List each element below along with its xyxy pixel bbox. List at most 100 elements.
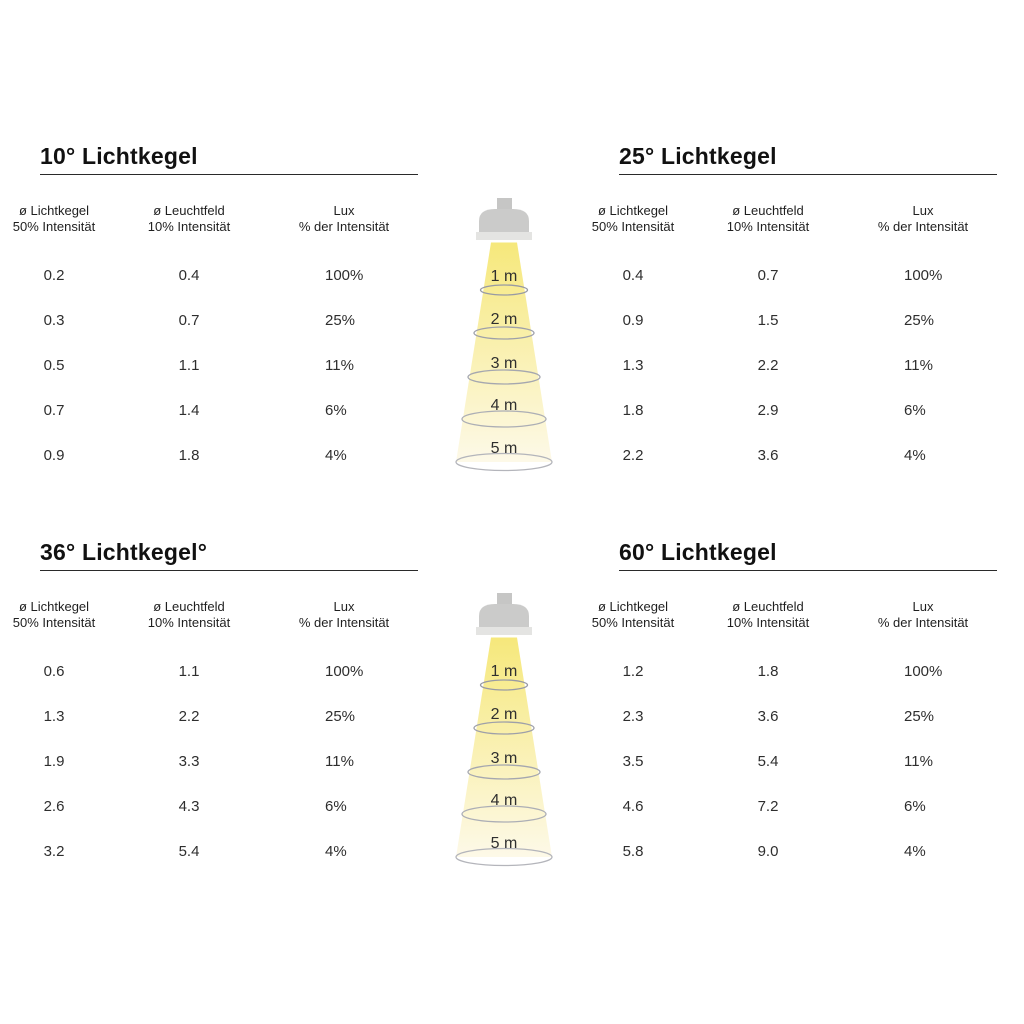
distance-ellipse-5m: [455, 452, 553, 472]
table-row: 1.2 1.8 100%: [579, 649, 997, 694]
cell-lux: 11%: [325, 753, 354, 770]
cell-lux: 11%: [904, 753, 933, 770]
cell-lichtkegel: 1.3: [43, 708, 65, 725]
cell-leuchtfeld: 3.6: [757, 447, 779, 464]
distance-label-4m: 4 m: [491, 397, 518, 414]
cell-lux: 6%: [904, 798, 926, 815]
light-cone: [456, 242, 552, 462]
distance-label-2m: 2 m: [491, 311, 518, 328]
table-row: 0.6 1.1 100%: [0, 649, 418, 694]
cell-lux: 11%: [904, 357, 933, 374]
cell-leuchtfeld: 0.7: [178, 312, 200, 329]
cell-lux: 25%: [904, 312, 935, 329]
column-header-lux: Lux % der Intensität: [877, 599, 969, 630]
cell-lichtkegel: 1.9: [43, 753, 65, 770]
section-title: 25° Lichtkegel: [619, 145, 997, 175]
cell-leuchtfeld: 9.0: [757, 843, 779, 860]
cell-lichtkegel: 2.3: [622, 708, 644, 725]
cell-lichtkegel: 0.7: [43, 402, 65, 419]
cell-lux: 4%: [325, 447, 347, 464]
lamp-stem: [497, 198, 512, 210]
table-row: 0.5 1.1 11%: [0, 343, 418, 388]
cell-lichtkegel: 3.5: [622, 753, 644, 770]
cell-lux: 6%: [325, 798, 347, 815]
spotlight-cone-diagram: 1 m 2 m 3 m 4 m 5 m: [455, 198, 553, 472]
cell-leuchtfeld: 0.4: [178, 267, 200, 284]
table-row: 2.3 3.6 25%: [579, 694, 997, 739]
cell-lichtkegel: 2.2: [622, 447, 644, 464]
cell-leuchtfeld: 1.1: [178, 357, 200, 374]
cell-lichtkegel: 0.5: [43, 357, 65, 374]
cell-lichtkegel: 3.2: [43, 843, 65, 860]
table-row: 1.3 2.2 11%: [579, 343, 997, 388]
distance-ellipse-1m: [479, 284, 529, 296]
cell-lux: 6%: [904, 402, 926, 419]
table-row: 5.8 9.0 4%: [579, 829, 997, 874]
cell-lichtkegel: 0.4: [622, 267, 644, 284]
cell-lichtkegel: 0.6: [43, 663, 65, 680]
cell-lux: 100%: [325, 663, 364, 680]
distance-label-5m: 5 m: [491, 835, 518, 852]
lamp-rim: [476, 627, 532, 635]
table-body: 1.2 1.8 100% 2.3 3.6 25% 3.5 5.4 11% 4.6…: [579, 649, 997, 874]
cell-lux: 100%: [904, 663, 943, 680]
cell-leuchtfeld: 7.2: [757, 798, 779, 815]
distance-label-5m: 5 m: [491, 440, 518, 457]
table-row: 0.2 0.4 100%: [0, 253, 418, 298]
cell-lux: 4%: [904, 843, 926, 860]
cell-lichtkegel: 5.8: [622, 843, 644, 860]
distance-label-1m: 1 m: [491, 268, 518, 285]
column-header-lichtkegel: ø Lichtkegel 50% Intensität: [591, 203, 675, 234]
cell-lichtkegel: 2.6: [43, 798, 65, 815]
cell-lux: 6%: [325, 402, 347, 419]
table-row: 0.7 1.4 6%: [0, 388, 418, 433]
column-header-lux: Lux % der Intensität: [877, 203, 969, 234]
section-60deg-lichtkegel: 60° Lichtkegel ø Lichtkegel 50% Intensit…: [579, 541, 997, 891]
cell-lux: 25%: [325, 312, 356, 329]
cell-lichtkegel: 4.6: [622, 798, 644, 815]
table-row: 0.9 1.5 25%: [579, 298, 997, 343]
table-row: 3.5 5.4 11%: [579, 739, 997, 784]
cell-lichtkegel: 0.9: [622, 312, 644, 329]
distance-label-2m: 2 m: [491, 706, 518, 723]
section-title: 36° Lichtkegel°: [40, 541, 418, 571]
table-row: 2.2 3.6 4%: [579, 433, 997, 478]
lamp-rim: [476, 232, 532, 240]
column-header-leuchtfeld: ø Leuchtfeld 10% Intensität: [726, 203, 810, 234]
cell-leuchtfeld: 1.1: [178, 663, 200, 680]
cell-leuchtfeld: 1.8: [757, 663, 779, 680]
cell-leuchtfeld: 5.4: [757, 753, 779, 770]
distance-label-3m: 3 m: [491, 750, 518, 767]
column-header-leuchtfeld: ø Leuchtfeld 10% Intensität: [147, 203, 231, 234]
cell-lichtkegel: 1.2: [622, 663, 644, 680]
section-title: 10° Lichtkegel: [40, 145, 418, 175]
cell-leuchtfeld: 4.3: [178, 798, 200, 815]
cell-leuchtfeld: 0.7: [757, 267, 779, 284]
distance-label-1m: 1 m: [491, 663, 518, 680]
cell-lichtkegel: 0.2: [43, 267, 65, 284]
table-header: ø Lichtkegel 50% Intensität ø Leuchtfeld…: [0, 599, 418, 630]
cell-lux: 4%: [325, 843, 347, 860]
cell-lichtkegel: 0.3: [43, 312, 65, 329]
column-header-lichtkegel: ø Lichtkegel 50% Intensität: [12, 203, 96, 234]
section-36deg-lichtkegel: 36° Lichtkegel° ø Lichtkegel 50% Intensi…: [0, 541, 418, 891]
distance-ellipse-5m: [455, 847, 553, 867]
table-header: ø Lichtkegel 50% Intensität ø Leuchtfeld…: [579, 599, 997, 630]
cell-lichtkegel: 0.9: [43, 447, 65, 464]
distance-label-3m: 3 m: [491, 355, 518, 372]
cell-lux: 25%: [904, 708, 935, 725]
section-title: 60° Lichtkegel: [619, 541, 997, 571]
cell-leuchtfeld: 3.3: [178, 753, 200, 770]
column-header-lichtkegel: ø Lichtkegel 50% Intensität: [12, 599, 96, 630]
distance-ellipse-3m: [467, 764, 541, 780]
column-header-leuchtfeld: ø Leuchtfeld 10% Intensität: [726, 599, 810, 630]
table-body: 0.4 0.7 100% 0.9 1.5 25% 1.3 2.2 11% 1.8…: [579, 253, 997, 478]
spotlight-cone-diagram: 1 m 2 m 3 m 4 m 5 m: [455, 593, 553, 867]
cell-leuchtfeld: 2.2: [757, 357, 779, 374]
distance-ellipse-4m: [461, 410, 547, 428]
table-row: 1.3 2.2 25%: [0, 694, 418, 739]
table-row: 4.6 7.2 6%: [579, 784, 997, 829]
table-body: 0.6 1.1 100% 1.3 2.2 25% 1.9 3.3 11% 2.6…: [0, 649, 418, 874]
table-row: 0.3 0.7 25%: [0, 298, 418, 343]
